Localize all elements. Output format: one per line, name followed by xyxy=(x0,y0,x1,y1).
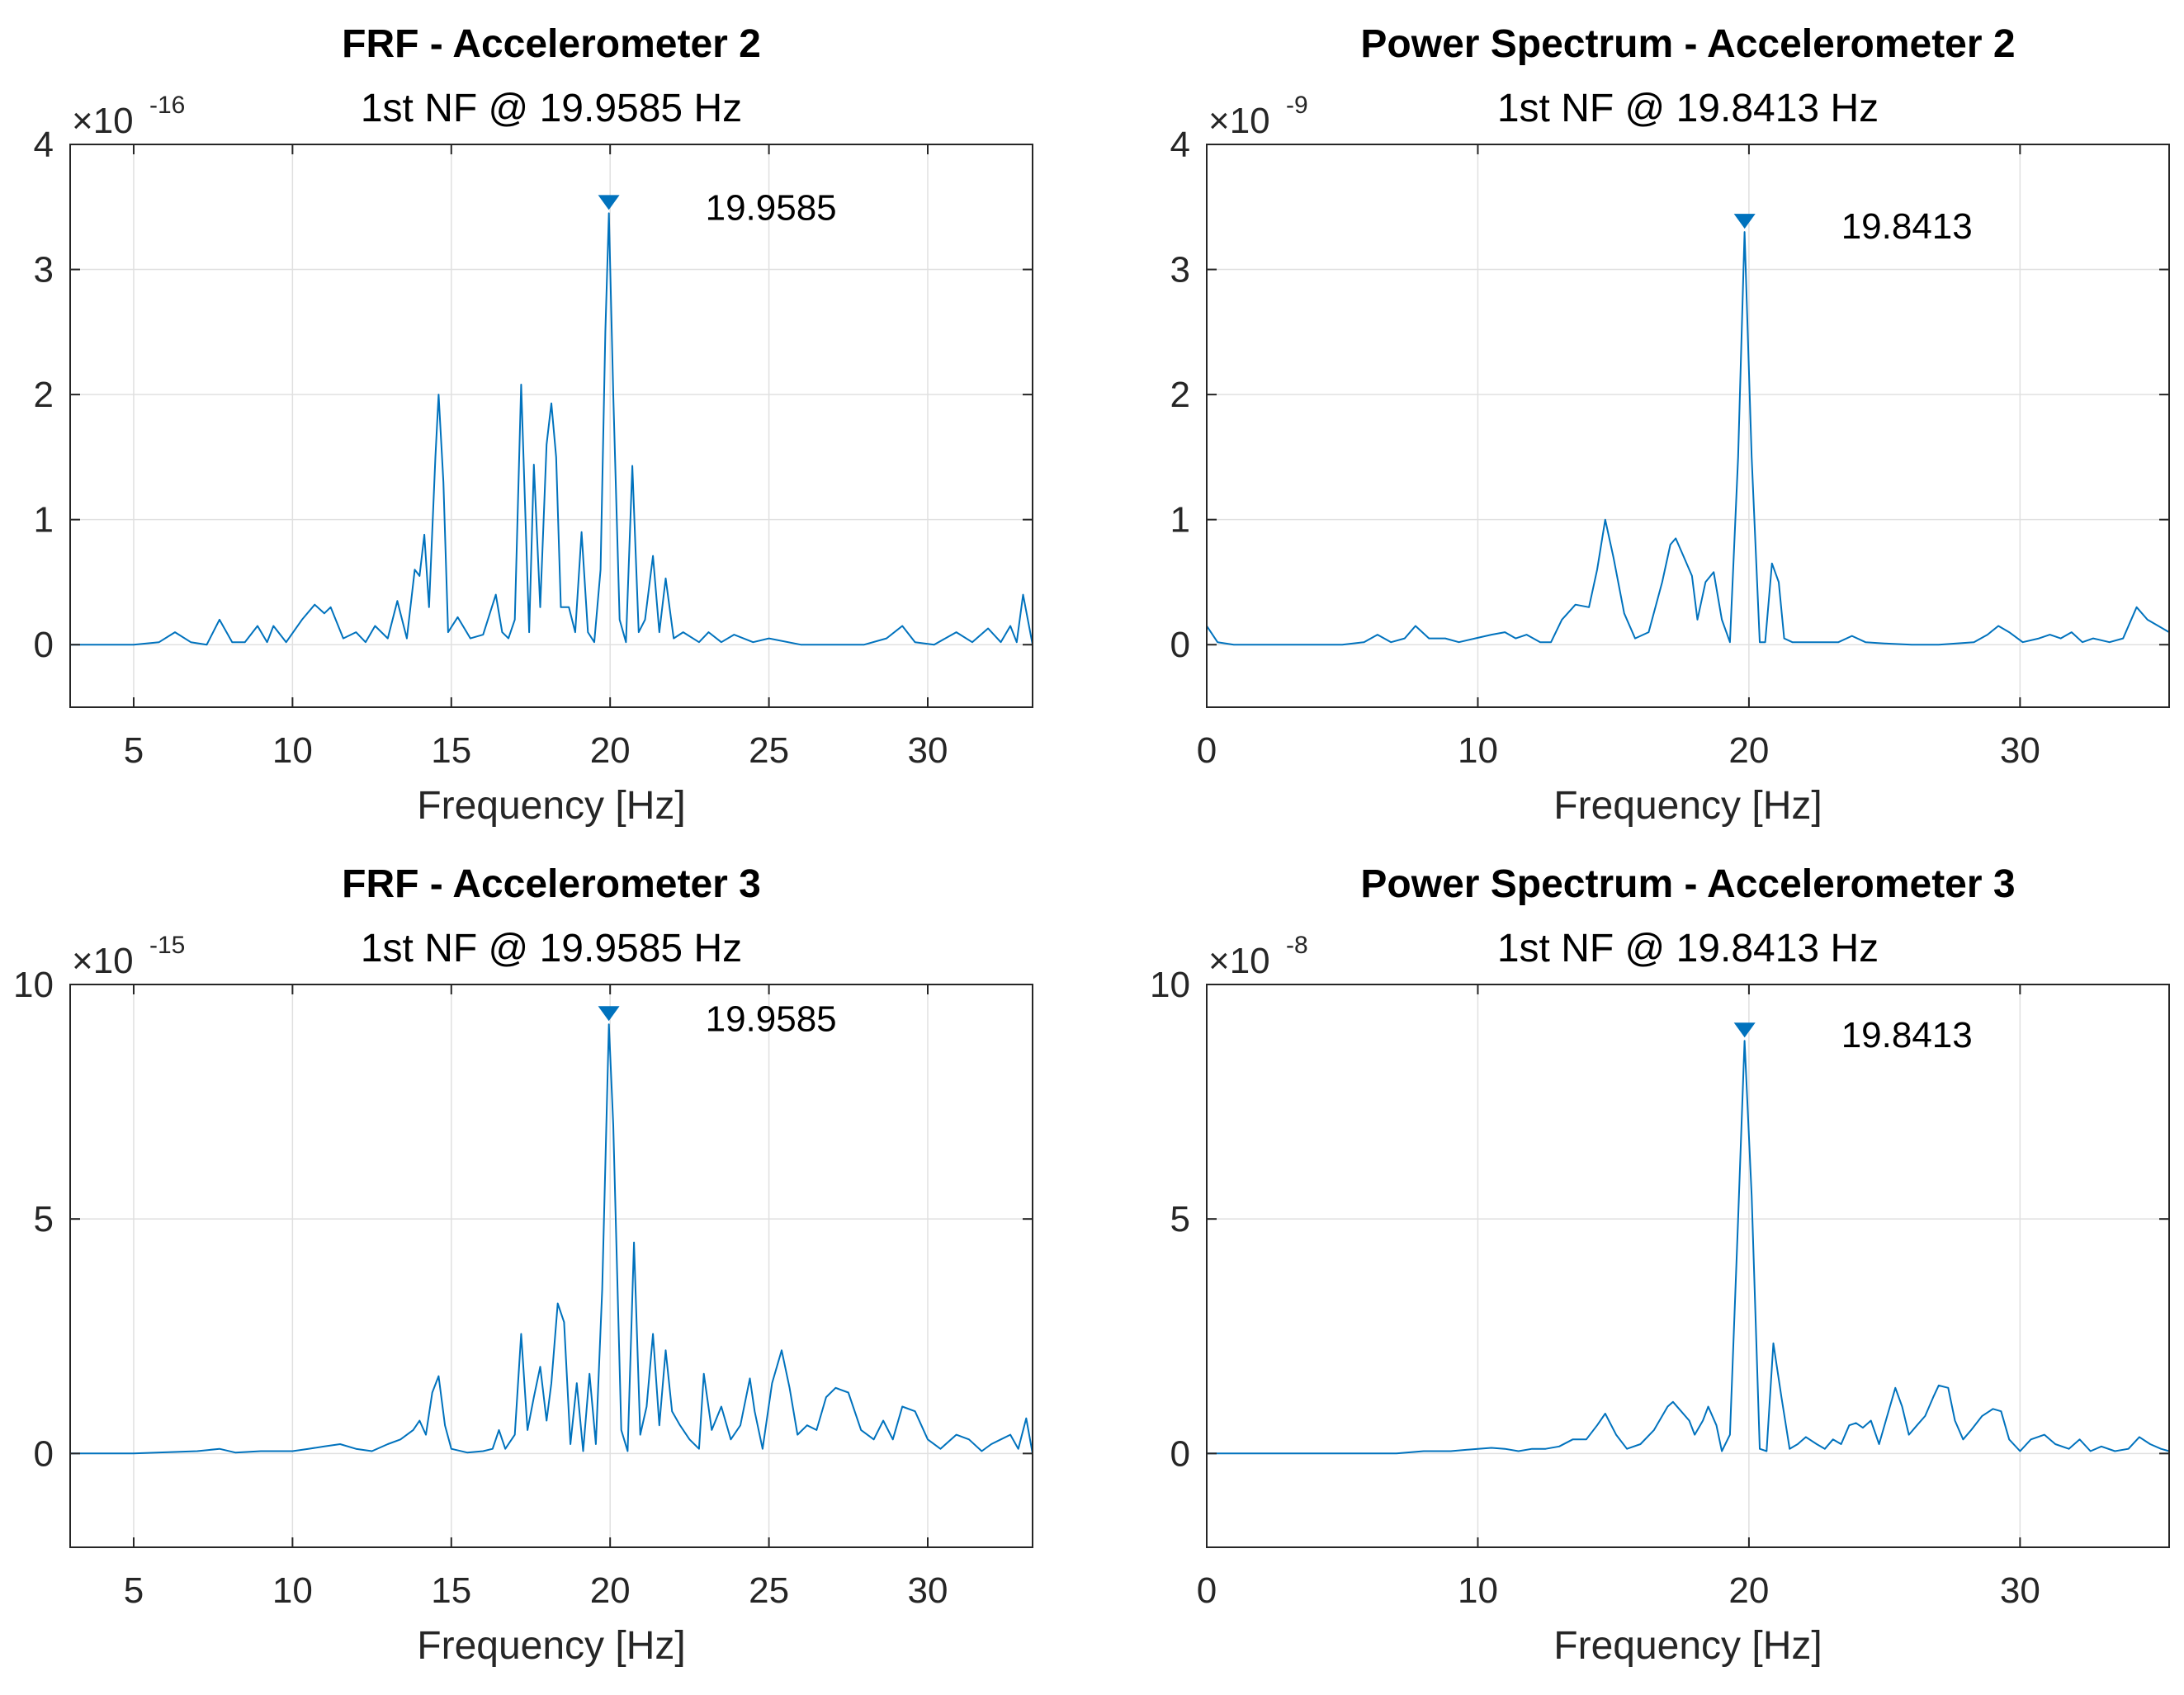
y-tick-label: 1 xyxy=(1170,500,1190,541)
chart-subtitle: 1st NF @ 19.9585 Hz xyxy=(361,87,742,130)
plot-area xyxy=(1207,984,2169,1547)
x-tick-label: 20 xyxy=(590,1570,631,1611)
y-tick-label: 10 xyxy=(13,965,54,1005)
x-axis-label: Frequency [Hz] xyxy=(1553,784,1822,828)
chart-title: Power Spectrum - Accelerometer 3 xyxy=(1360,862,2015,906)
chart-title: FRF - Accelerometer 2 xyxy=(342,22,761,66)
x-tick-label: 20 xyxy=(1728,730,1769,771)
y-exponent-label: ×10 xyxy=(1208,101,1270,141)
x-tick-label: 25 xyxy=(749,730,789,771)
axes-box xyxy=(1206,144,2170,708)
y-tick-label: 1 xyxy=(34,500,54,541)
chart-title: FRF - Accelerometer 3 xyxy=(342,862,761,906)
y-exponent-value: -15 xyxy=(149,932,185,959)
y-tick-label: 2 xyxy=(34,375,54,415)
x-axis-label: Frequency [Hz] xyxy=(417,1624,685,1668)
x-tick-label: 15 xyxy=(431,1570,471,1611)
y-exponent-value: -8 xyxy=(1286,932,1308,959)
x-tick-label: 15 xyxy=(431,730,471,771)
x-tick-label: 5 xyxy=(124,1570,144,1611)
peak-label: 19.9585 xyxy=(706,999,837,1039)
y-tick-label: 0 xyxy=(1170,1433,1190,1474)
chart-panel: 19.9585 5 10 15 20 25 30 0 1 2 3 4 ×10 -16 FRF - Accel… xyxy=(34,22,1033,828)
chart-title: Power Spectrum - Accelerometer 2 xyxy=(1360,22,2015,66)
chart-panel: 19.8413 0 10 20 30 0 1 2 3 4 ×10 -9 Power Spectrum -… xyxy=(1170,22,2170,828)
x-tick-label: 0 xyxy=(1197,730,1217,771)
x-tick-label: 0 xyxy=(1197,1570,1217,1611)
y-exponent-value: -16 xyxy=(149,92,185,119)
x-tick-label: 5 xyxy=(124,730,144,771)
y-tick-label: 0 xyxy=(1170,625,1190,665)
x-tick-label: 20 xyxy=(1728,1570,1769,1611)
chart-subtitle: 1st NF @ 19.8413 Hz xyxy=(1497,87,1879,130)
peak-marker xyxy=(1733,214,1756,229)
x-axis-label: Frequency [Hz] xyxy=(417,784,685,828)
x-tick-label: 30 xyxy=(908,730,948,771)
x-tick-label: 30 xyxy=(2000,1570,2040,1611)
y-exponent-value: -9 xyxy=(1286,92,1308,119)
x-axis-label: Frequency [Hz] xyxy=(1553,1624,1822,1668)
y-exponent-label: ×10 xyxy=(72,941,134,981)
y-tick-label: 5 xyxy=(1170,1199,1190,1239)
y-exponent-label: ×10 xyxy=(1208,941,1270,981)
series-line xyxy=(1207,1040,2170,1455)
plot-area xyxy=(70,984,1033,1547)
peak-marker xyxy=(598,195,620,210)
x-tick-label: 25 xyxy=(749,1570,789,1611)
y-tick-label: 2 xyxy=(1170,375,1190,415)
y-tick-label: 10 xyxy=(1150,965,1190,1005)
x-tick-label: 10 xyxy=(1458,730,1498,771)
axes-box xyxy=(1206,984,2170,1548)
chart-panel: 19.9585 5 10 15 20 25 30 0 5 10 ×10 -15 FRF - Accele… xyxy=(13,862,1033,1668)
peak-label: 19.8413 xyxy=(1841,206,1973,247)
series-line xyxy=(1206,231,2170,646)
y-exponent-label: ×10 xyxy=(72,101,134,141)
x-tick-label: 30 xyxy=(908,1570,948,1611)
plot-area xyxy=(70,144,1033,707)
y-tick-label: 4 xyxy=(1170,125,1190,165)
axes-box xyxy=(69,984,1033,1548)
y-tick-label: 3 xyxy=(1170,250,1190,290)
series-line xyxy=(70,212,1033,646)
series-line xyxy=(70,1023,1033,1455)
peak-label: 19.8413 xyxy=(1841,1015,1973,1055)
y-tick-label: 4 xyxy=(34,125,54,165)
y-tick-label: 0 xyxy=(34,1433,54,1474)
chart-panel: 19.8413 0 10 20 30 0 5 10 ×10 -8 Power Spectrum - … xyxy=(1150,862,2170,1668)
y-tick-label: 3 xyxy=(34,250,54,290)
y-tick-label: 0 xyxy=(34,625,54,665)
axes-box xyxy=(69,144,1033,708)
peak-marker xyxy=(1733,1022,1756,1038)
chart-subtitle: 1st NF @ 19.9585 Hz xyxy=(361,927,742,970)
peak-label: 19.9585 xyxy=(706,187,837,228)
x-tick-label: 10 xyxy=(272,1570,313,1611)
chart-subtitle: 1st NF @ 19.8413 Hz xyxy=(1497,927,1879,970)
x-tick-label: 30 xyxy=(2000,730,2040,771)
x-tick-label: 10 xyxy=(1458,1570,1498,1611)
x-tick-label: 20 xyxy=(590,730,631,771)
peak-marker xyxy=(598,1006,620,1022)
x-tick-label: 10 xyxy=(272,730,313,771)
y-tick-label: 5 xyxy=(34,1199,54,1239)
plot-area xyxy=(1207,144,2169,707)
